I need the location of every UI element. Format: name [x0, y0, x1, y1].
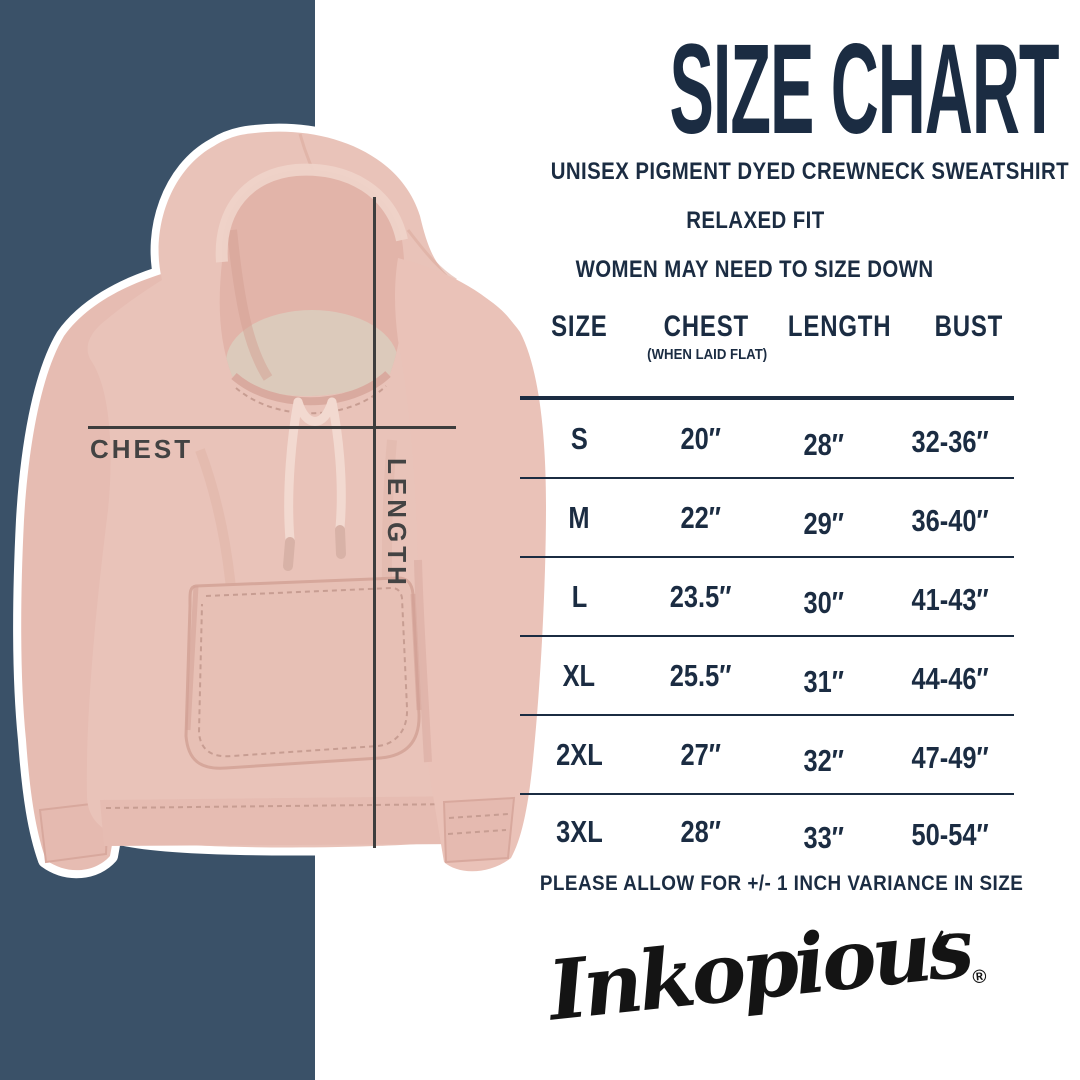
size-row-s: S 20″ 28″ 32-36″ — [520, 400, 1014, 479]
cell-bust: 47-49″ — [911, 739, 989, 775]
column-header-chest: CHEST (WHEN LAID FLAT) — [639, 310, 775, 363]
cell-bust: 50-54″ — [911, 817, 989, 852]
size-row-l: L 23.5″ 30″ 41-43″ — [520, 558, 1014, 637]
chest-subnote: (WHEN LAID FLAT) — [646, 346, 767, 363]
cell-size: M — [568, 499, 590, 535]
cell-bust: 36-40″ — [911, 502, 989, 538]
subtitle-fabric: UNISEX PIGMENT DYED CREWNECK SWEATSHIRT — [550, 158, 1070, 185]
subtitles: UNISEX PIGMENT DYED CREWNECK SWEATSHIRT … — [505, 158, 1070, 305]
cell-chest: 28″ — [680, 814, 721, 849]
size-table-body: S 20″ 28″ 32-36″ M 22″ 29″ 36-40″ L 23.5″ 30″ 41-43… — [520, 396, 1014, 869]
cell-size: 2XL — [555, 736, 603, 772]
cell-size: S — [570, 420, 588, 456]
drawcords — [284, 397, 346, 545]
registered-mark: ® — [971, 966, 988, 989]
logo-flourish-icon — [935, 930, 954, 946]
hoodie-art — [21, 131, 546, 872]
cell-size: 3XL — [555, 814, 603, 849]
cell-length: 28″ — [803, 426, 845, 462]
cell-bust: 32-36″ — [911, 423, 989, 459]
cell-chest: 27″ — [680, 736, 721, 772]
length-measure-line — [373, 197, 376, 848]
cell-length: 30″ — [803, 584, 845, 620]
hem-band — [100, 796, 470, 846]
brand-logo-text: Inkopious® — [543, 899, 988, 1040]
size-chart-panel: SIZE CHART UNISEX PIGMENT DYED CREWNECK … — [520, 0, 1069, 1080]
cell-size: L — [571, 578, 588, 614]
subtitle-sizing: WOMEN MAY NEED TO SIZE DOWN — [576, 256, 934, 283]
column-header-length: LENGTH — [787, 310, 892, 343]
column-header-size: SIZE — [550, 310, 608, 343]
hoodie-photo — [13, 123, 554, 880]
cell-chest: 22″ — [680, 499, 721, 535]
left-cuff — [38, 800, 110, 864]
column-header-bust: BUST — [934, 310, 1003, 343]
chest-measure-line — [88, 426, 456, 429]
variance-note: PLEASE ALLOW FOR +/- 1 INCH VARIANCE IN … — [539, 872, 1024, 895]
cell-chest: 25.5″ — [669, 657, 732, 693]
chest-measure-label: CHEST — [90, 434, 194, 464]
hoodie-hero: CHEST LENGTH — [13, 123, 554, 880]
cell-chest: 20″ — [680, 420, 721, 456]
hood-back-panel — [226, 310, 398, 397]
cell-length: 32″ — [803, 742, 845, 778]
size-row-xl: XL 25.5″ 31″ 44-46″ — [520, 637, 1014, 716]
size-table-header: SIZE CHEST (WHEN LAID FLAT) LENGTH BUST — [520, 310, 1014, 363]
cell-size: XL — [563, 657, 596, 693]
cell-length: 29″ — [803, 505, 845, 541]
length-measure-label: LENGTH — [382, 458, 412, 589]
page-title-text: SIZE CHART — [669, 18, 1060, 161]
kangaroo-pocket — [184, 576, 421, 770]
right-sleeve — [395, 258, 546, 872]
cell-length: 33″ — [803, 820, 845, 855]
page-title: SIZE CHART — [490, 26, 1060, 154]
cell-length: 31″ — [803, 663, 845, 699]
size-row-m: M 22″ 29″ 36-40″ — [520, 479, 1014, 558]
cell-bust: 41-43″ — [911, 581, 989, 617]
size-row-2xl: 2XL 27″ 32″ 47-49″ — [520, 716, 1014, 795]
cell-chest: 23.5″ — [669, 578, 732, 614]
brand-logo: Inkopious® — [516, 900, 1016, 1066]
size-row-3xl: 3XL 28″ 33″ 50-54″ — [520, 795, 1014, 869]
subtitle-fit: RELAXED FIT — [685, 207, 825, 234]
cell-bust: 44-46″ — [911, 660, 989, 696]
